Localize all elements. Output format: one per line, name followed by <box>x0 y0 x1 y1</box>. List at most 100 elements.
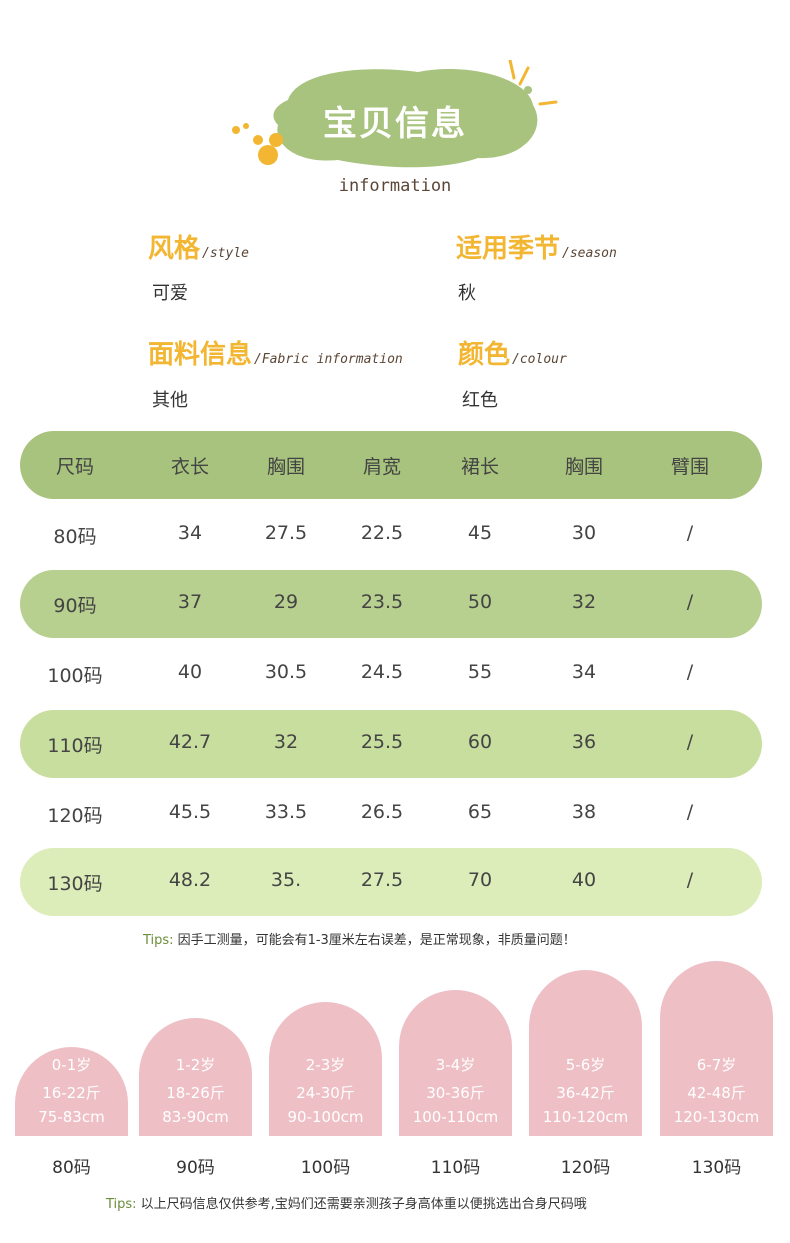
age-arch-age: 0-1岁 <box>51 1056 92 1074</box>
table-row: 120码 45.5 33.5 26.5 65 38 / <box>20 780 762 848</box>
age-arch-height: 83-90cm <box>162 1108 229 1126</box>
table-cell: 120码 <box>47 805 103 827</box>
table-cell: 35. <box>270 869 302 891</box>
header-decoration <box>232 60 558 168</box>
age-arch-height: 75-83cm <box>38 1108 105 1126</box>
table-cell: 26.5 <box>360 801 404 823</box>
table-cell: 32 <box>571 591 597 613</box>
tips-text: 以上尺码信息仅供参考,宝妈们还需要亲测孩子身高体重以便挑选出合身尺码哦 <box>140 1197 587 1212</box>
age-arch: 6-7岁 42-48斤 120-130cm <box>660 961 773 1136</box>
table-row: 100码 40 30.5 24.5 55 34 / <box>20 640 762 708</box>
table-cell: 90码 <box>53 595 97 617</box>
table-cell: 32 <box>273 731 299 753</box>
table-cell: 110码 <box>47 735 103 757</box>
age-arch-weight: 36-42斤 <box>556 1084 615 1102</box>
tips-label: Tips: <box>106 1197 137 1212</box>
fabric-title-text: 面料信息 <box>148 340 253 370</box>
table-cell: 100码 <box>47 665 103 687</box>
colour-subtitle: /colour <box>512 352 567 367</box>
age-arch: 5-6岁 36-42斤 110-120cm <box>529 970 642 1136</box>
table-header-cell: 尺码 <box>55 456 94 478</box>
style-subtitle: /style <box>202 246 249 261</box>
table-cell: 24.5 <box>360 661 404 683</box>
age-size-label: 90码 <box>176 1158 215 1178</box>
age-arch-weight: 30-36斤 <box>426 1084 485 1102</box>
fabric-value: 其他 <box>152 390 188 411</box>
table-cell: 40 <box>571 869 597 891</box>
tips-reference: Tips: 以上尺码信息仅供参考,宝妈们还需要亲测孩子身高体重以便挑选出合身尺码哦 <box>106 1193 587 1212</box>
age-arch-height: 100-110cm <box>412 1108 499 1126</box>
table-cell: 130码 <box>47 873 103 895</box>
age-arch-height: 90-100cm <box>287 1108 364 1126</box>
colour-title-text: 颜色 <box>458 340 511 370</box>
age-arch-height: 120-130cm <box>673 1108 760 1126</box>
table-row: 90码 37 29 23.5 50 32 / <box>20 570 762 638</box>
table-row: 110码 42.7 32 25.5 60 36 / <box>20 710 762 778</box>
table-header-cell: 衣长 <box>170 456 209 478</box>
table-cell: 65 <box>467 801 493 823</box>
table-cell: 38 <box>571 801 597 823</box>
table-cell: 45.5 <box>168 801 212 823</box>
table-cell: 25.5 <box>360 731 404 753</box>
table-cell: / <box>686 801 694 823</box>
table-header-cell: 肩宽 <box>362 456 401 478</box>
age-arch-age: 3-4岁 <box>435 1056 476 1074</box>
table-cell: 27.5 <box>360 869 404 891</box>
table-cell: 27.5 <box>264 522 308 544</box>
table-cell: 55 <box>467 661 493 683</box>
style-title-text: 风格 <box>148 234 201 264</box>
age-arch-weight: 42-48斤 <box>687 1084 746 1102</box>
table-cell: 34 <box>571 661 597 683</box>
table-cell: 70 <box>467 869 493 891</box>
age-arch: 2-3岁 24-30斤 90-100cm <box>269 1002 382 1136</box>
style-value: 可爱 <box>152 283 188 304</box>
table-header-cell: 臂围 <box>670 456 709 478</box>
table-cell: 29 <box>273 591 299 613</box>
tips-label: Tips: <box>143 933 174 948</box>
age-size-label: 130码 <box>691 1158 742 1178</box>
table-cell: 80码 <box>53 526 97 548</box>
table-cell: / <box>686 869 694 891</box>
age-arch: 1-2岁 18-26斤 83-90cm <box>139 1018 252 1136</box>
header-title: 宝贝信息 <box>323 104 467 144</box>
table-cell: / <box>686 731 694 753</box>
tips-measurement: Tips: 因手工测量，可能会有1-3厘米左右误差，是正常现象，非质量问题！ <box>143 929 576 948</box>
table-cell: 48.2 <box>168 869 212 891</box>
colour-title: 颜色/colour <box>458 334 567 371</box>
table-cell: 42.7 <box>168 731 212 753</box>
season-title-text: 适用季节 <box>456 234 561 264</box>
table-cell: 37 <box>177 591 203 613</box>
table-cell: 60 <box>467 731 493 753</box>
table-cell: 22.5 <box>360 522 404 544</box>
table-cell: 33.5 <box>264 801 308 823</box>
table-row: 130码 48.2 35. 27.5 70 40 / <box>20 848 762 916</box>
age-arch: 3-4岁 30-36斤 100-110cm <box>399 990 512 1136</box>
table-cell: 50 <box>467 591 493 613</box>
style-title: 风格/style <box>148 228 249 265</box>
table-cell: 30.5 <box>264 661 308 683</box>
age-arch: 0-1岁 16-22斤 75-83cm <box>15 1047 128 1136</box>
age-arch-age: 1-2岁 <box>175 1056 216 1074</box>
table-cell: 30 <box>571 522 597 544</box>
age-arch-age: 6-7岁 <box>696 1056 737 1074</box>
age-arch-weight: 16-22斤 <box>42 1084 101 1102</box>
age-size-label: 120码 <box>560 1158 611 1178</box>
table-cell: / <box>686 591 694 613</box>
table-header-cell: 裙长 <box>460 456 499 478</box>
table-cell: 45 <box>467 522 493 544</box>
age-arch-age: 2-3岁 <box>305 1056 346 1074</box>
season-title: 适用季节/season <box>456 228 617 265</box>
table-row: 80码 34 27.5 22.5 45 30 / <box>20 501 762 569</box>
age-arch-weight: 18-26斤 <box>166 1084 225 1102</box>
age-size-label: 110码 <box>430 1158 481 1178</box>
table-header-cell: 胸围 <box>266 456 305 478</box>
table-header-row: 尺码 衣长 胸围 肩宽 裙长 胸围 臂围 <box>20 431 762 499</box>
table-cell: / <box>686 522 694 544</box>
fabric-title: 面料信息/Fabric information <box>148 334 403 371</box>
season-value: 秋 <box>458 283 476 304</box>
table-cell: 36 <box>571 731 597 753</box>
age-size-label: 80码 <box>52 1158 91 1178</box>
table-cell: 40 <box>177 661 203 683</box>
age-size-label: 100码 <box>300 1158 351 1178</box>
fabric-subtitle: /Fabric information <box>254 352 403 367</box>
